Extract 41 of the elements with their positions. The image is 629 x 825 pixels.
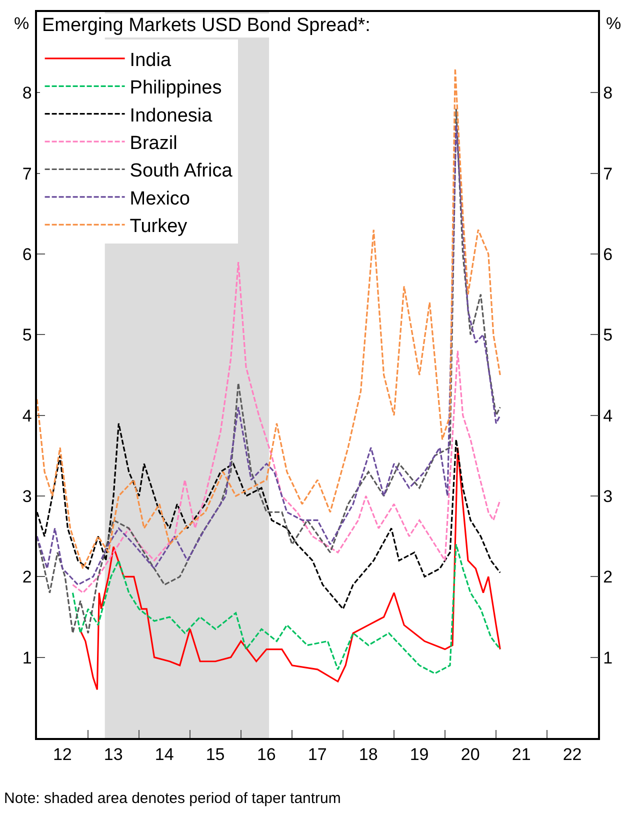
- x-tick-label: 22: [562, 745, 582, 764]
- y2-tick-label: 8: [603, 84, 613, 103]
- legend-label: Brazil: [130, 132, 178, 154]
- x-tick-label: 14: [154, 745, 174, 764]
- y2-tick-label: 5: [603, 326, 613, 345]
- line-series: [72, 261, 501, 594]
- y-tick-label: 4: [22, 406, 32, 426]
- line-series: [78, 446, 501, 690]
- y-tick-label: 1: [22, 648, 32, 668]
- legend-label: Indonesia: [130, 105, 213, 126]
- y-tick-label: 8: [22, 84, 32, 103]
- line-series: [72, 544, 501, 674]
- x-tick-label: 15: [206, 745, 225, 764]
- x-tick-label: 16: [256, 745, 276, 764]
- y-tick-label: 6: [22, 244, 32, 264]
- y2-tick-label: 6: [603, 244, 613, 264]
- y2-tick-label: 7: [603, 164, 613, 184]
- x-tick-label: 19: [410, 745, 429, 764]
- y-axis-title: %: [14, 14, 30, 33]
- x-tick-label: 18: [358, 745, 378, 764]
- y-tick-label: 2: [22, 568, 32, 587]
- chart-title: Emerging Markets USD Bond Spread*:: [42, 15, 370, 36]
- x-tick-label: 13: [104, 745, 123, 764]
- y2-tick-label: 3: [603, 486, 613, 506]
- y-tick-label: 5: [22, 326, 32, 345]
- legend-label: Turkey: [130, 216, 188, 238]
- y-tick-label: 7: [22, 164, 32, 184]
- legend-label: India: [130, 50, 172, 71]
- legend-label: Mexico: [130, 188, 190, 210]
- legend-label: Philippines: [130, 78, 222, 99]
- x-tick-label: 21: [512, 745, 531, 764]
- y2-tick-label: 2: [603, 568, 613, 587]
- y-tick-label: 3: [22, 486, 32, 506]
- text: Note: shaded area denotes period of taper tantrum: [4, 790, 341, 807]
- x-tick-label: 12: [52, 745, 72, 764]
- x-tick-label: 20: [460, 745, 480, 764]
- y2-tick-label: 4: [603, 406, 613, 426]
- legend-label: South Africa: [130, 160, 233, 182]
- y2-tick-label: 1: [603, 648, 613, 668]
- y2-axis-title: %: [606, 14, 622, 33]
- x-tick-label: 17: [308, 745, 327, 764]
